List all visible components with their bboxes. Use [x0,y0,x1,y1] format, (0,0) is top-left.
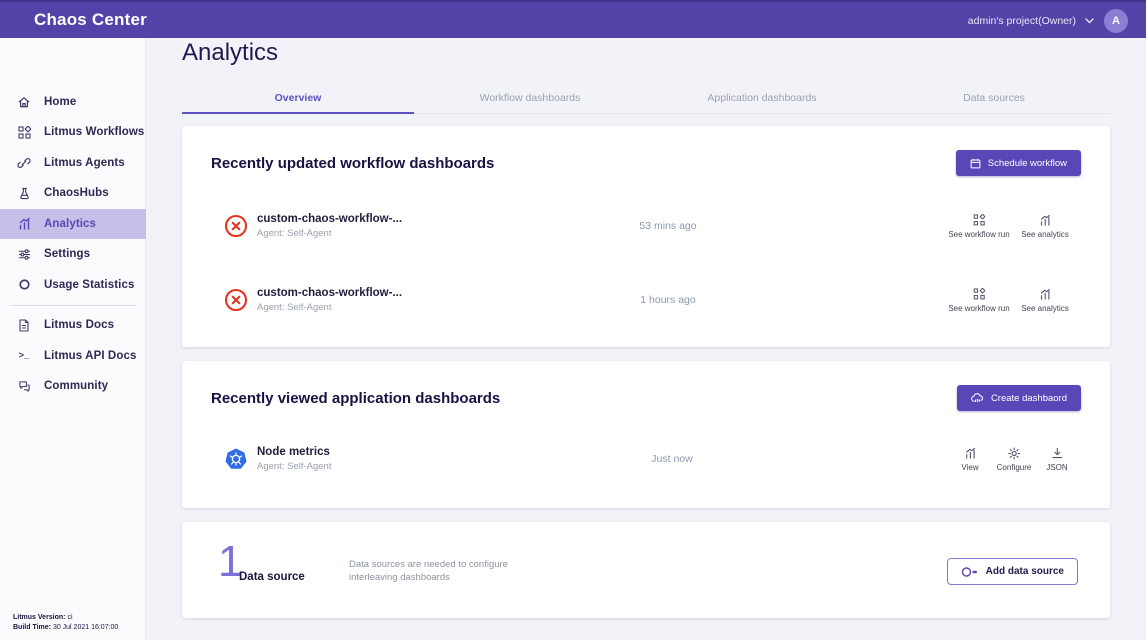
chevron-down-icon [1085,18,1094,24]
workflow-agent: Agent: Self-Agent [257,302,332,313]
top-header: Chaos Center admin's project(Owner) A [0,0,1146,38]
dashboard-name: Node metrics [257,446,330,458]
workflow-timestamp: 53 mins ago [639,220,697,232]
view-chart-icon [964,446,976,460]
tab-overview[interactable]: Overview [182,80,414,114]
sidebar-item-label: Litmus API Docs [44,349,137,362]
workflow-run-icon [973,287,985,301]
data-source-label: Data source [239,571,305,583]
data-source-card: 1 Data source Data sources are needed to… [182,522,1110,618]
workflow-row[interactable]: custom-chaos-workflow-... Agent: Self-Ag… [182,202,1110,250]
create-dashboard-button[interactable]: Create dashbaord [956,385,1081,411]
gear-icon [1008,446,1021,460]
link-icon [17,156,31,170]
main-content: Analytics Overview Workflow dashboards A… [146,38,1146,640]
sidebar-item-litmus-api-docs[interactable]: >_ Litmus API Docs [0,341,146,372]
add-data-source-button[interactable]: Add data source [946,558,1078,585]
avatar[interactable]: A [1104,9,1128,33]
sidebar-item-analytics[interactable]: Analytics [0,208,146,239]
dashboard-agent: Agent: Self-Agent [257,461,332,472]
sidebar-item-home[interactable]: Home [0,87,146,118]
bar-chart-icon [17,217,31,231]
workflow-name: custom-chaos-workflow-... [257,213,403,225]
circle-icon [17,278,31,292]
page-title: Analytics [182,39,279,66]
sidebar-item-label: Analytics [44,217,97,230]
download-icon [1051,446,1063,460]
sidebar-item-label: Community [44,380,109,393]
sidebar-divider [10,305,136,306]
sidebar-item-label: ChaosHubs [44,187,109,200]
kubernetes-icon [224,447,248,471]
view-dashboard-button[interactable]: View [961,446,979,472]
workflow-dashboards-card: Recently updated workflow dashboards Sch… [182,126,1110,347]
workflow-agent: Agent: Self-Agent [257,228,332,239]
sidebar-item-label: Usage Statistics [44,278,135,291]
json-download-button[interactable]: JSON [1046,446,1068,472]
data-source-icon [961,566,978,578]
flask-icon [17,186,31,200]
analytics-icon [1039,213,1051,227]
project-selector[interactable]: admin's project(Owner) [968,15,1094,27]
analytics-icon [1039,287,1051,301]
section-title: Recently viewed application dashboards [211,389,501,407]
document-icon [17,318,31,332]
configure-dashboard-button[interactable]: Configure [997,446,1031,472]
sidebar-item-community[interactable]: Community [0,371,146,402]
data-source-description: Data sources are needed to configure int… [349,559,508,583]
sidebar-item-chaoshubs[interactable]: ChaosHubs [0,178,146,209]
workflow-name: custom-chaos-workflow-... [257,287,403,299]
terminal-icon: >_ [18,350,30,361]
schedule-workflow-button[interactable]: Schedule workflow [955,150,1081,176]
sidebar-item-settings[interactable]: Settings [0,239,146,270]
project-selector-label: admin's project(Owner) [967,15,1076,27]
sidebar-item-litmus-workflows[interactable]: Litmus Workflows [0,117,146,148]
see-workflow-run-button[interactable]: See workflow run [948,287,1010,313]
workflow-timestamp: 1 hours ago [640,294,696,306]
dashboard-timestamp: Just now [651,453,693,465]
workflow-run-icon [973,213,985,227]
chat-icon [17,379,31,393]
sidebar-item-label: Litmus Docs [44,319,115,332]
see-analytics-button[interactable]: See analytics [1021,213,1069,239]
see-analytics-button[interactable]: See analytics [1021,287,1069,313]
cloud-icon [971,393,984,403]
sidebar: Home Litmus Workflows Litmus Agents Chao… [0,38,146,640]
version-info: Litmus Version: ci Build Time: 30 Jul 20… [13,614,119,631]
app-title: Chaos Center [34,10,147,29]
data-source-count: 1 [218,537,243,586]
sidebar-item-usage-statistics[interactable]: Usage Statistics [0,270,146,301]
application-dashboard-row[interactable]: Node metrics Agent: Self-Agent Just now … [182,435,1110,483]
sidebar-item-label: Home [44,95,77,108]
sliders-icon [17,247,31,261]
failed-status-icon [224,288,248,312]
workflow-row[interactable]: custom-chaos-workflow-... Agent: Self-Ag… [182,276,1110,324]
tab-data-sources[interactable]: Data sources [963,92,1025,104]
section-title: Recently updated workflow dashboards [211,154,495,172]
home-icon [17,95,31,109]
sidebar-item-litmus-docs[interactable]: Litmus Docs [0,310,146,341]
sidebar-item-label: Litmus Agents [44,156,125,169]
tab-workflow-dashboards[interactable]: Workflow dashboards [479,92,581,104]
sidebar-item-label: Litmus Workflows [44,126,145,139]
sidebar-item-label: Settings [44,248,91,261]
workflows-icon [17,125,31,139]
calendar-icon [970,158,981,169]
sidebar-item-litmus-agents[interactable]: Litmus Agents [0,148,146,179]
tab-bar: Overview Workflow dashboards Application… [182,80,1110,114]
tab-application-dashboards[interactable]: Application dashboards [707,92,817,104]
see-workflow-run-button[interactable]: See workflow run [948,213,1010,239]
application-dashboards-card: Recently viewed application dashboards C… [182,361,1110,508]
failed-status-icon [224,214,248,238]
